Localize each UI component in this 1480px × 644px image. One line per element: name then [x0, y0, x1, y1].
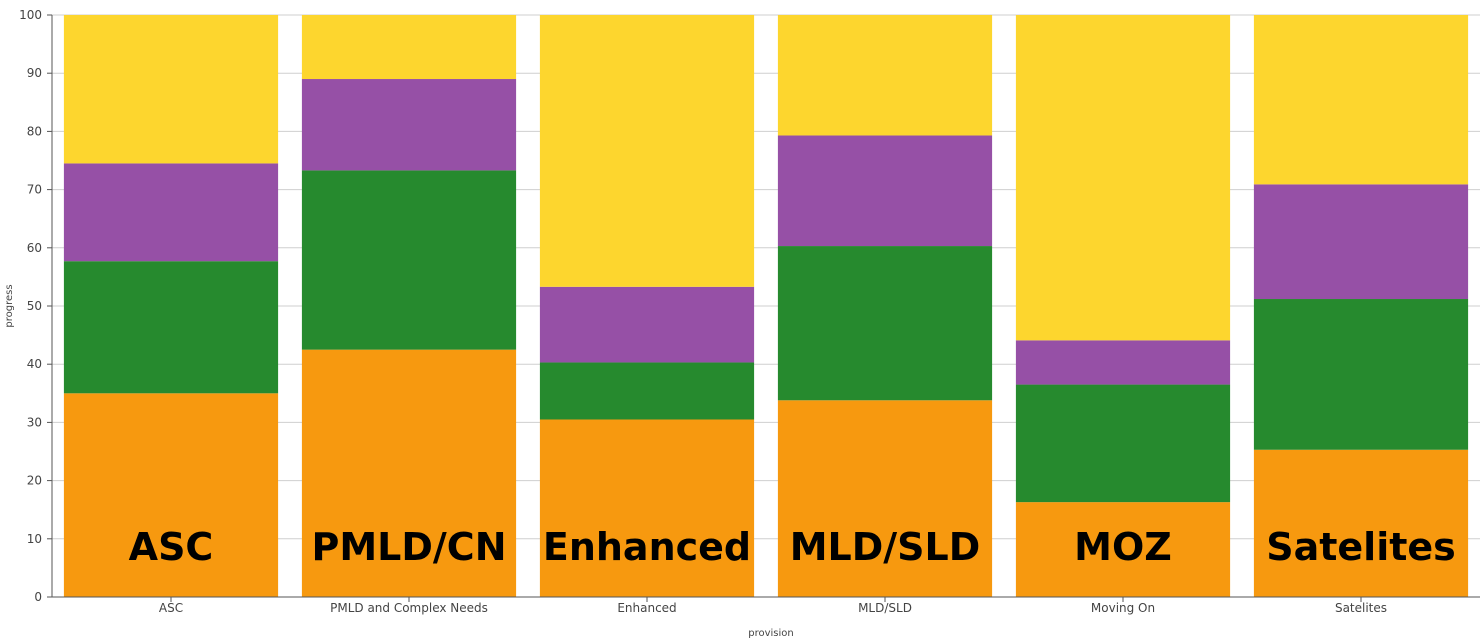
bar-overlay-label: ASC [129, 525, 214, 569]
bar-segment [1015, 384, 1231, 503]
bar-segment [1253, 15, 1469, 185]
bar-segment [777, 15, 993, 136]
x-axis-title: provision [748, 628, 794, 639]
bar-segment [539, 419, 755, 597]
y-tick-label: 70 [27, 183, 42, 197]
bar-segment [63, 393, 279, 597]
bar-segment [63, 15, 279, 164]
y-tick-label: 0 [34, 590, 42, 604]
bar-segment [539, 15, 755, 287]
y-tick-label: 50 [27, 299, 42, 313]
x-tick-label: Satelites [1335, 601, 1387, 615]
bar-segment [539, 362, 755, 420]
bar-segment [1253, 184, 1469, 300]
bar-overlay-label: MOZ [1074, 525, 1172, 569]
bar-segment [63, 261, 279, 394]
bar-segment [1253, 449, 1469, 597]
gridlines [52, 14, 1480, 598]
y-tick-label: 80 [27, 124, 42, 138]
bar-segment [301, 79, 517, 171]
y-tick-label: 60 [27, 241, 42, 255]
bar-segment [1253, 299, 1469, 450]
y-tick-label: 10 [27, 532, 42, 546]
y-tick-label: 20 [27, 474, 42, 488]
x-tick-label: MLD/SLD [858, 601, 912, 615]
bar-segment [1015, 502, 1231, 597]
bar-segment [1015, 340, 1231, 385]
x-tick-label: Enhanced [617, 601, 676, 615]
y-tick-label: 90 [27, 66, 42, 80]
y-tick-label: 40 [27, 357, 42, 371]
x-tick-label: Moving On [1091, 601, 1155, 615]
bar-segment [777, 135, 993, 247]
x-tick-label: PMLD and Complex Needs [330, 601, 488, 615]
axes: 0 10 20 30 40 50 60 70 80 90 100 ASC PMLD and Comple… [19, 8, 1480, 615]
bar-segment [301, 15, 517, 80]
y-tick-label: 100 [19, 8, 42, 22]
bar-segment [777, 400, 993, 597]
bar-overlay-label: Satelites [1266, 525, 1456, 569]
bar-overlay-label: Enhanced [543, 525, 751, 569]
bar-segment [539, 286, 755, 363]
x-tick-label: ASC [159, 601, 183, 615]
bar-segment [63, 163, 279, 262]
bar-overlay-label: PMLD/CN [312, 525, 507, 569]
y-tick-label: 30 [27, 415, 42, 429]
bar-segment [301, 349, 517, 597]
bar-overlay-label: MLD/SLD [790, 525, 981, 569]
bars [63, 15, 1469, 597]
bar-labels: ASC PMLD/CN Enhanced MLD/SLD MOZ Satelites [129, 525, 1456, 569]
bar-segment [301, 170, 517, 350]
bar-segment [777, 246, 993, 401]
y-axis-title: progress [4, 284, 15, 327]
bar-segment [1015, 15, 1231, 341]
